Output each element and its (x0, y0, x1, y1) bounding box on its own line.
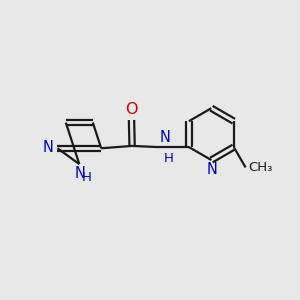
Text: N: N (42, 140, 53, 155)
Text: H: H (164, 152, 174, 164)
Text: O: O (125, 102, 138, 117)
Text: N: N (75, 166, 86, 181)
Text: CH₃: CH₃ (248, 161, 272, 174)
Text: H: H (82, 171, 92, 184)
Text: N: N (160, 130, 170, 145)
Text: N: N (206, 162, 218, 177)
